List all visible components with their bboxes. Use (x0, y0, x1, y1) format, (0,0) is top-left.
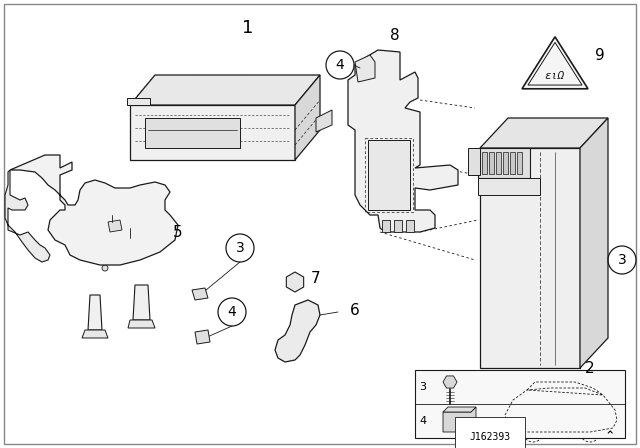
Polygon shape (489, 152, 494, 174)
Polygon shape (478, 148, 530, 178)
Polygon shape (295, 75, 320, 160)
Text: 4: 4 (335, 58, 344, 72)
Polygon shape (522, 37, 588, 89)
Polygon shape (580, 118, 608, 368)
Polygon shape (496, 152, 501, 174)
Polygon shape (443, 407, 476, 432)
Polygon shape (88, 295, 102, 330)
Polygon shape (10, 155, 178, 265)
Polygon shape (130, 75, 320, 105)
Circle shape (115, 245, 121, 251)
Circle shape (285, 347, 295, 357)
Text: J162393: J162393 (469, 432, 511, 442)
Polygon shape (468, 148, 480, 175)
Polygon shape (443, 376, 457, 388)
Polygon shape (127, 98, 150, 105)
Text: 7: 7 (311, 271, 321, 285)
Polygon shape (415, 370, 625, 438)
Text: 6: 6 (350, 302, 360, 318)
Polygon shape (5, 170, 50, 262)
Circle shape (102, 265, 108, 271)
Polygon shape (316, 110, 332, 132)
Polygon shape (128, 320, 155, 328)
Polygon shape (348, 50, 458, 232)
Polygon shape (195, 330, 210, 344)
Polygon shape (108, 220, 122, 232)
Polygon shape (406, 220, 414, 232)
Polygon shape (394, 220, 402, 232)
Text: 1: 1 (243, 19, 253, 37)
Polygon shape (133, 285, 150, 320)
Text: ⌃: ⌃ (605, 431, 615, 444)
Polygon shape (130, 105, 295, 160)
Polygon shape (517, 152, 522, 174)
Polygon shape (510, 152, 515, 174)
Polygon shape (192, 288, 208, 300)
Polygon shape (286, 272, 303, 292)
Polygon shape (82, 330, 108, 338)
Polygon shape (443, 407, 476, 412)
Polygon shape (145, 118, 240, 148)
Polygon shape (480, 148, 580, 368)
Polygon shape (480, 118, 608, 148)
Polygon shape (503, 152, 508, 174)
Polygon shape (355, 55, 375, 82)
Polygon shape (368, 140, 410, 210)
Text: 9: 9 (595, 47, 605, 63)
Polygon shape (478, 178, 540, 195)
Text: 8: 8 (390, 27, 400, 43)
Polygon shape (275, 300, 320, 362)
Text: 2: 2 (585, 361, 595, 375)
Text: 3: 3 (618, 253, 627, 267)
Text: ειΩ: ειΩ (545, 71, 565, 81)
Text: 3: 3 (236, 241, 244, 255)
Text: 4: 4 (419, 416, 427, 426)
Polygon shape (482, 152, 487, 174)
Text: 3: 3 (419, 382, 426, 392)
Text: 4: 4 (228, 305, 236, 319)
Text: 5: 5 (173, 224, 183, 240)
Polygon shape (382, 220, 390, 232)
